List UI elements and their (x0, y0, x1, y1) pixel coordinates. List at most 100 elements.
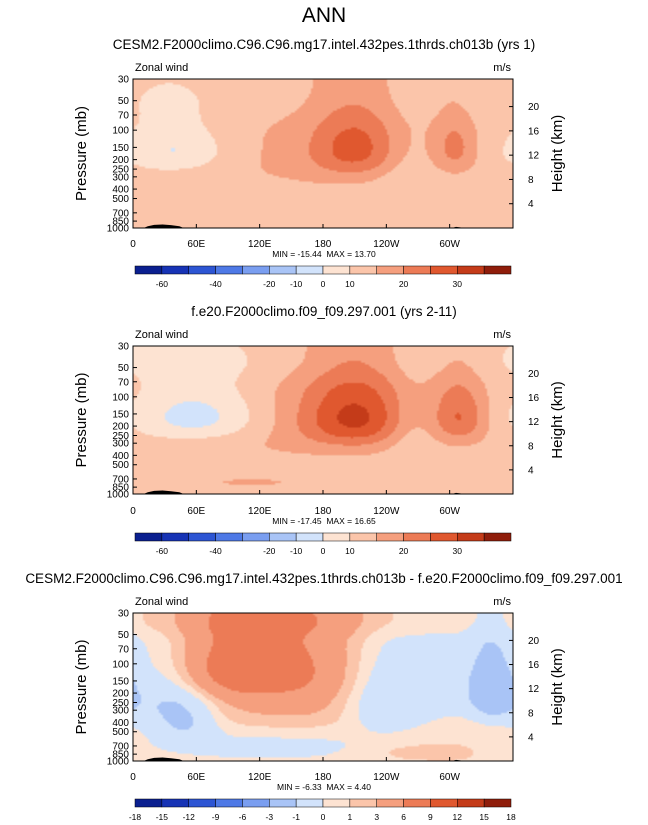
variable-label: Zonal wind (135, 596, 188, 608)
y-tick-label: 100 (112, 126, 129, 137)
y-axis-title: Pressure (mb) (73, 639, 90, 734)
y-tick-label: 150 (112, 676, 129, 687)
colorbar-swatch (161, 265, 189, 275)
colorbar-swatch (295, 532, 324, 542)
x-tick-label: 120W (373, 506, 400, 517)
colorbar-label: -3 (266, 812, 274, 822)
colorbar: -18 -15 -12 -9 -6 -3 -1 0 1 3 6 9 12 15 18 (129, 798, 516, 822)
colorbar-label: -20 (263, 546, 276, 556)
colorbar-swatch (430, 532, 458, 542)
y-tick-label: 50 (118, 630, 130, 641)
y-tick-label: 250 (112, 431, 129, 442)
height-tick-label: 8 (528, 708, 534, 719)
colorbar-swatch (134, 265, 163, 275)
colorbar-label: 30 (453, 546, 463, 556)
colorbar-label: -20 (263, 279, 276, 289)
units-label: m/s (493, 62, 511, 74)
height-tick-label: 4 (528, 465, 534, 476)
x-tick-label: 120E (248, 506, 272, 517)
colorbar-label: -18 (129, 812, 142, 822)
colorbar-swatch (269, 265, 297, 275)
x-tick-label: 180 (315, 506, 332, 517)
x-tick-label: 0 (130, 239, 136, 250)
colorbar-swatch (349, 265, 377, 275)
panel-title: CESM2.F2000climo.C96.C96.mg17.intel.432p… (25, 571, 622, 586)
colorbar-label: -12 (183, 812, 196, 822)
colorbar-swatch (188, 265, 216, 275)
height-tick-label: 16 (528, 393, 540, 404)
units-label: m/s (493, 596, 511, 608)
colorbar-swatch (403, 265, 431, 275)
contour-field (133, 613, 513, 761)
colorbar-swatch (322, 532, 351, 542)
colorbar-label: 0 (321, 546, 326, 556)
colorbar-swatch (242, 798, 270, 808)
units-label: m/s (493, 329, 511, 341)
chart-panel-2: f.e20.F2000climo.f09_f09.297.001 (yrs 2-… (73, 304, 566, 556)
colorbar-swatch (349, 798, 377, 808)
y-axis-title-right: Height (km) (549, 381, 566, 459)
y-tick-label: 850 (112, 217, 129, 228)
height-tick-label: 12 (528, 417, 540, 428)
x-tick-label: 60W (439, 506, 460, 517)
min-max-stats: MIN = -15.44 MAX = 13.70 (272, 249, 376, 259)
colorbar-label: 1 (347, 812, 352, 822)
x-tick-label: 60W (439, 239, 460, 250)
colorbar-swatch (269, 532, 297, 542)
min-max-stats: MIN = -17.45 MAX = 16.65 (272, 516, 376, 526)
y-tick-label: 1000 (107, 224, 130, 235)
x-tick-label: 60E (187, 506, 205, 517)
y-tick-label: 100 (112, 392, 129, 403)
colorbar-swatch (134, 798, 163, 808)
height-tick-label: 8 (528, 441, 534, 452)
x-tick-label: 120W (373, 772, 400, 783)
colorbar: -60 -40 -20 -10 0 10 20 30 (134, 532, 512, 556)
x-tick-label: 60E (187, 772, 205, 783)
height-tick-label: 20 (528, 636, 540, 647)
colorbar-swatch (134, 532, 163, 542)
y-tick-label: 100 (112, 659, 129, 670)
x-tick-label: 0 (130, 772, 136, 783)
colorbar-swatch (215, 798, 243, 808)
y-tick-label: 300 (112, 172, 129, 183)
height-tick-label: 12 (528, 151, 540, 162)
y-axis-title-right: Height (km) (549, 648, 566, 726)
height-tick-label: 16 (528, 126, 540, 137)
y-axis-title-right: Height (km) (549, 115, 566, 193)
y-tick-label: 400 (112, 185, 129, 196)
colorbar-label: 20 (399, 279, 409, 289)
y-tick-label: 500 (112, 727, 129, 738)
y-tick-label: 70 (118, 111, 130, 122)
y-tick-label: 30 (118, 609, 130, 620)
colorbar-swatch (430, 798, 458, 808)
colorbar-swatch (483, 798, 512, 808)
panel-title: CESM2.F2000climo.C96.C96.mg17.intel.432p… (113, 37, 535, 52)
variable-label: Zonal wind (135, 62, 188, 74)
y-tick-label: 200 (112, 422, 129, 433)
colorbar-label: 0 (321, 812, 326, 822)
colorbar-label: -6 (239, 812, 247, 822)
x-tick-label: 60W (439, 772, 460, 783)
colorbar-swatch (322, 798, 351, 808)
chart-panel-3: CESM2.F2000climo.C96.C96.mg17.intel.432p… (25, 571, 622, 822)
height-tick-label: 20 (528, 102, 540, 113)
colorbar-label: 30 (453, 279, 463, 289)
y-tick-label: 400 (112, 718, 129, 729)
colorbar-swatch (457, 798, 485, 808)
height-tick-label: 4 (528, 732, 534, 743)
y-tick-label: 250 (112, 698, 129, 709)
colorbar-label: -1 (292, 812, 300, 822)
colorbar-label: -60 (156, 279, 169, 289)
y-tick-label: 300 (112, 706, 129, 717)
colorbar-label: 0 (321, 279, 326, 289)
y-tick-label: 200 (112, 689, 129, 700)
chart-panel-1: CESM2.F2000climo.C96.C96.mg17.intel.432p… (73, 37, 566, 289)
height-tick-label: 8 (528, 175, 534, 186)
colorbar-swatch (403, 798, 431, 808)
colorbar-swatch (483, 532, 512, 542)
colorbar-swatch (188, 798, 216, 808)
colorbar-swatch (457, 265, 485, 275)
colorbar-swatch (349, 532, 377, 542)
x-tick-label: 0 (130, 506, 136, 517)
